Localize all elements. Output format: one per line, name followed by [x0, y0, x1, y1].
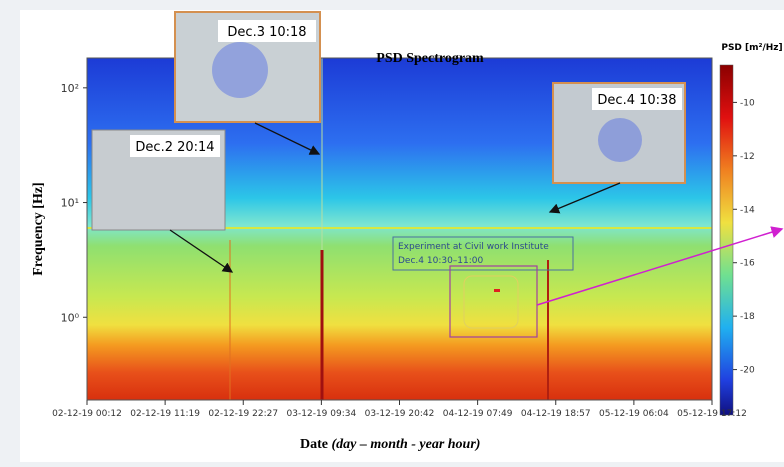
x-tick-label: 02-12-19 22:27 — [208, 409, 278, 419]
x-tick-label: 05-12-19 06:04 — [599, 409, 669, 419]
y-axis-label: Frequency [Hz] — [31, 182, 46, 275]
experiment-signal — [494, 289, 500, 292]
colorbar-tick-label: -14 — [740, 205, 755, 215]
inset-dec4: Dec.4 10:38 — [553, 83, 685, 183]
colorbar-tick-label: -18 — [740, 312, 755, 322]
inset-dec3: Dec.3 10:18 — [175, 12, 320, 122]
x-axis-label-main: Date — [300, 437, 328, 452]
colorbar-tick-label: -10 — [740, 98, 755, 108]
colorbar-tick-label: -20 — [740, 366, 755, 376]
inset-label: Dec.2 20:14 — [135, 140, 214, 155]
x-axis-label-detail: (day – month - year hour) — [332, 437, 481, 452]
inset-label: Dec.4 10:38 — [597, 93, 676, 108]
annotation-text: Dec.4 10:30–11:00 — [398, 256, 484, 266]
y-tick-label: 10¹ — [61, 197, 79, 210]
inset-map-feature — [212, 42, 268, 98]
colorbar-tick-label: -12 — [740, 152, 755, 162]
inset-dec2: Dec.2 20:14 — [92, 130, 225, 230]
x-tick-label: 04-12-19 18:57 — [521, 409, 591, 419]
x-axis-label: Date (day – month - year hour) — [300, 437, 480, 452]
figure: PSD Spectrogram Date (day – month - year… — [0, 0, 784, 467]
colorbar-tick-label: -16 — [740, 259, 755, 269]
colorbar — [720, 65, 733, 415]
y-tick-label: 10⁰ — [61, 311, 80, 324]
inset-label: Dec.3 10:18 — [227, 25, 306, 40]
chart-title: PSD Spectrogram — [376, 51, 484, 66]
x-tick-label: 03-12-19 09:34 — [287, 409, 357, 419]
annotation-text: Experiment at Civil work Institute — [398, 242, 549, 252]
y-tick-label: 10² — [61, 82, 79, 95]
x-tick-label: 05-12-19 17:12 — [677, 409, 747, 419]
x-tick-label: 04-12-19 07:49 — [443, 409, 513, 419]
colorbar-label: PSD [m²/Hz] — [721, 43, 782, 53]
x-tick-label: 02-12-19 00:12 — [52, 409, 122, 419]
x-tick-label: 03-12-19 20:42 — [365, 409, 435, 419]
x-tick-label: 02-12-19 11:19 — [130, 409, 200, 419]
inset-map-feature — [598, 118, 642, 162]
